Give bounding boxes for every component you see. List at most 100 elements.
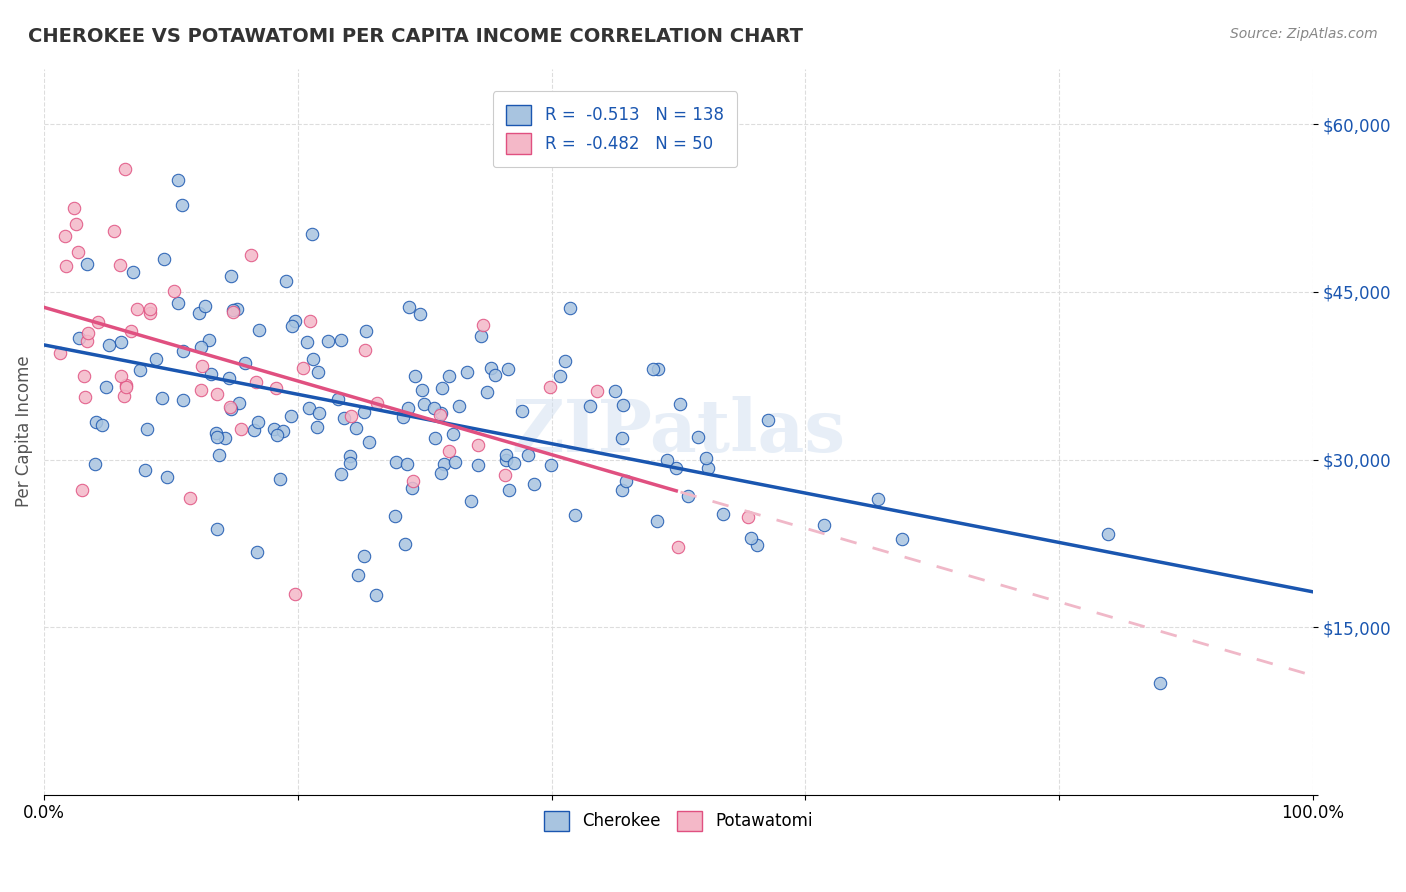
Point	[108, 258, 131, 272]
Point	[172, 344, 194, 359]
Point	[329, 467, 352, 481]
Point	[813, 517, 835, 532]
Point	[247, 415, 270, 429]
Point	[307, 420, 329, 434]
Point	[430, 466, 453, 480]
Point	[73, 390, 96, 404]
Point	[647, 514, 669, 528]
Point	[538, 379, 561, 393]
Point	[139, 301, 162, 316]
Point	[307, 366, 329, 380]
Point	[332, 411, 354, 425]
Point	[48, 345, 70, 359]
Point	[299, 314, 322, 328]
Point	[495, 448, 517, 462]
Point	[366, 588, 388, 602]
Point	[115, 379, 138, 393]
Point	[222, 305, 245, 319]
Point	[550, 368, 572, 383]
Point	[150, 391, 173, 405]
Point	[218, 400, 240, 414]
Point	[167, 173, 190, 187]
Point	[344, 421, 367, 435]
Point	[97, 337, 120, 351]
Point	[134, 463, 156, 477]
Point	[484, 368, 506, 383]
Text: ZIPatlas: ZIPatlas	[512, 396, 845, 467]
Point	[496, 361, 519, 376]
Point	[70, 483, 93, 498]
Point	[67, 331, 90, 345]
Point	[610, 431, 633, 445]
Point	[204, 426, 226, 441]
Point	[219, 269, 242, 284]
Point	[135, 422, 157, 436]
Point	[444, 455, 467, 469]
Point	[163, 284, 186, 298]
Point	[340, 409, 363, 423]
Point	[502, 456, 524, 470]
Point	[688, 430, 710, 444]
Point	[207, 448, 229, 462]
Point	[222, 303, 245, 318]
Point	[477, 384, 499, 399]
Point	[554, 354, 576, 368]
Point	[353, 405, 375, 419]
Point	[666, 541, 689, 555]
Point	[447, 399, 470, 413]
Point	[125, 302, 148, 317]
Point	[190, 359, 212, 373]
Point	[404, 369, 426, 384]
Point	[401, 481, 423, 495]
Point	[55, 229, 77, 244]
Point	[200, 367, 222, 381]
Point	[94, 379, 117, 393]
Point	[356, 324, 378, 338]
Point	[190, 340, 212, 354]
Point	[357, 434, 380, 449]
Point	[190, 383, 212, 397]
Point	[115, 378, 138, 392]
Point	[353, 549, 375, 563]
Point	[205, 429, 228, 443]
Point	[170, 198, 193, 212]
Point	[73, 368, 96, 383]
Point	[422, 401, 444, 416]
Point	[540, 458, 562, 472]
Point	[271, 424, 294, 438]
Point	[207, 522, 229, 536]
Point	[316, 334, 339, 348]
Point	[495, 453, 517, 467]
Point	[263, 422, 285, 436]
Point	[86, 415, 108, 429]
Point	[274, 274, 297, 288]
Point	[711, 508, 734, 522]
Point	[76, 334, 98, 348]
Point	[456, 365, 478, 379]
Point	[737, 510, 759, 524]
Point	[564, 508, 586, 522]
Point	[179, 491, 201, 506]
Point	[247, 322, 270, 336]
Point	[1097, 527, 1119, 541]
Point	[245, 375, 267, 389]
Point	[240, 248, 263, 262]
Point	[301, 227, 323, 242]
Point	[747, 538, 769, 552]
Point	[110, 335, 132, 350]
Point	[385, 454, 408, 468]
Point	[65, 217, 87, 231]
Point	[697, 461, 720, 475]
Point	[91, 417, 114, 432]
Point	[437, 444, 460, 458]
Text: Source: ZipAtlas.com: Source: ZipAtlas.com	[1230, 27, 1378, 41]
Point	[228, 396, 250, 410]
Point	[194, 299, 217, 313]
Point	[394, 537, 416, 551]
Point	[76, 257, 98, 271]
Point	[429, 408, 451, 422]
Point	[339, 449, 361, 463]
Point	[156, 470, 179, 484]
Point	[517, 448, 540, 462]
Point	[470, 329, 492, 343]
